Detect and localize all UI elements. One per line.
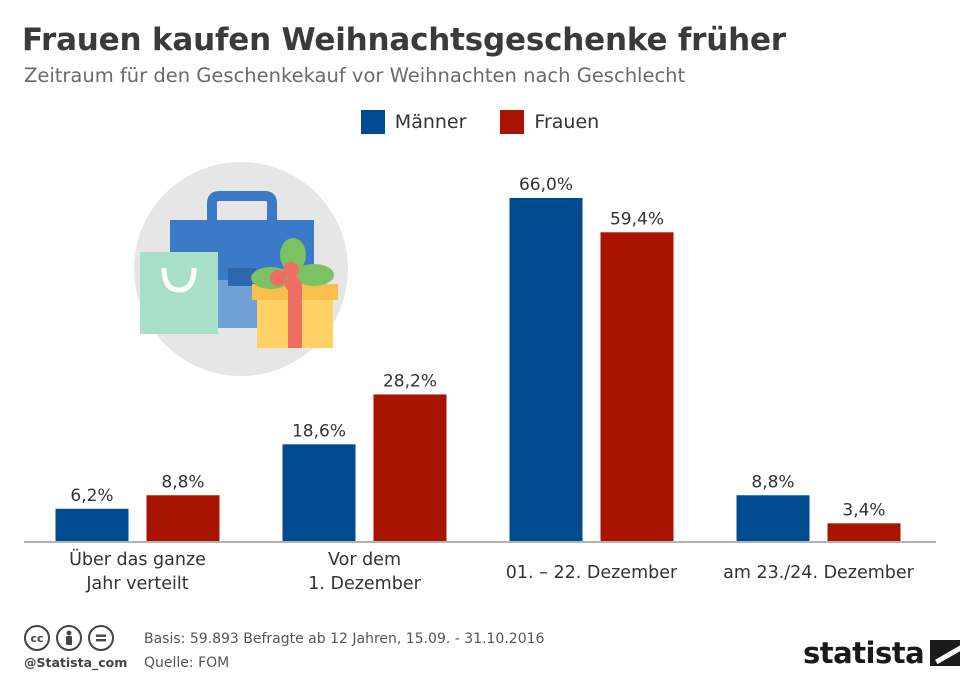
shopping-bag-icon: [140, 252, 218, 334]
data-label-maenner-1: 18,6%: [292, 421, 346, 441]
legend-item-frauen: Frauen: [500, 110, 599, 134]
data-label-frauen-1: 28,2%: [383, 371, 437, 391]
data-label-frauen-0: 8,8%: [161, 472, 204, 492]
data-label-maenner-2: 66,0%: [519, 175, 573, 195]
legend-label-frauen: Frauen: [534, 111, 600, 133]
bars-layer: 6,2% 8,8% Über das ganze Jahr verteilt 18,6%…: [55, 175, 915, 594]
category-label-1-line-0: Vor dem: [328, 550, 401, 570]
license-icons: cc: [24, 625, 114, 651]
legend-swatch-frauen: [500, 110, 525, 134]
statista-logo[interactable]: statista: [803, 636, 960, 670]
bar-maenner-1: [282, 444, 356, 541]
category-label-0-line-1: Jahr verteilt: [85, 574, 188, 594]
statista-handle[interactable]: @Statista_com: [24, 655, 128, 670]
category-label-2-line-0: 01. – 22. Dezember: [506, 563, 678, 583]
bar-frauen-1: [373, 394, 447, 541]
shopping-illustration: [134, 162, 348, 376]
chart-subtitle: Zeitraum für den Geschenkekauf vor Weihn…: [24, 64, 686, 87]
bar-frauen-2: [600, 232, 674, 542]
bar-maenner-0: [55, 508, 129, 541]
legend: Männer Frauen: [0, 110, 960, 134]
legend-item-maenner: Männer: [360, 110, 467, 134]
bar-maenner-2: [509, 198, 583, 541]
quelle-text: Quelle: FOM: [144, 655, 230, 671]
by-icon: [56, 625, 82, 651]
category-label-0-line-0: Über das ganze: [69, 548, 206, 570]
legend-label-maenner: Männer: [394, 111, 467, 133]
gift-icon: [251, 238, 338, 348]
statista-logo-text: statista: [803, 636, 925, 670]
source-block: Basis: 59.893 Befragte ab 12 Jahren, 15.…: [144, 627, 544, 675]
data-label-frauen-3: 3,4%: [842, 500, 885, 520]
nd-icon: [88, 625, 114, 651]
cc-icon: cc: [24, 625, 50, 651]
category-label-1-line-1: 1. Dezember: [308, 574, 421, 594]
bar-frauen-0: [146, 495, 220, 541]
basis-text: Basis: 59.893 Befragte ab 12 Jahren, 15.…: [144, 631, 545, 647]
chart-title: Frauen kaufen Weihnachtsgeschenke früher: [22, 22, 786, 58]
data-label-frauen-2: 59,4%: [610, 209, 664, 229]
data-label-maenner-3: 8,8%: [751, 472, 794, 492]
legend-swatch-maenner: [360, 110, 385, 134]
statista-logo-mark: [930, 640, 960, 666]
bar-frauen-3: [827, 523, 901, 541]
data-label-maenner-0: 6,2%: [70, 486, 113, 506]
bar-maenner-3: [736, 495, 810, 541]
category-label-3-line-0: am 23./24. Dezember: [723, 563, 915, 583]
bar-chart: 6,2% 8,8% Über das ganze Jahr verteilt 18,6%…: [24, 162, 936, 594]
